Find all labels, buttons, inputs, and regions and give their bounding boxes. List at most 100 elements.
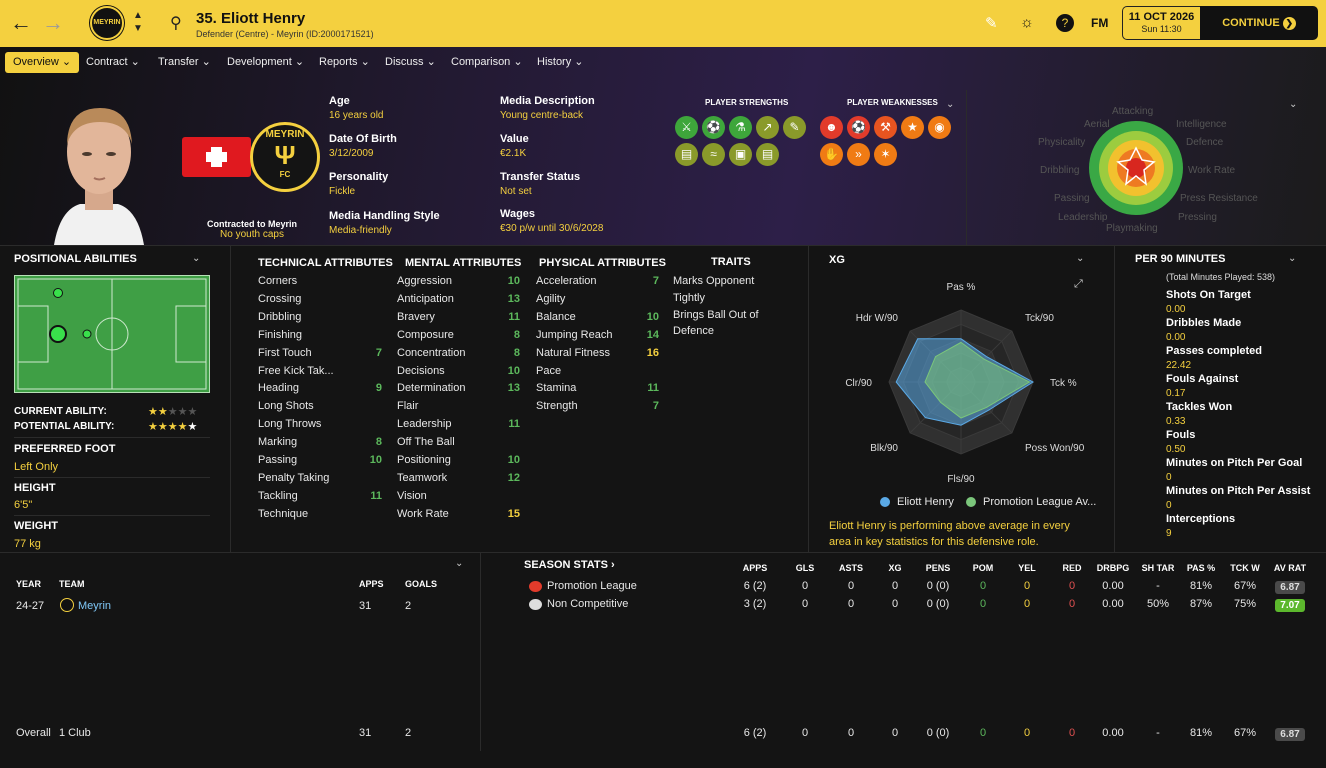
strength-icon[interactable]: ⚽ bbox=[702, 116, 725, 139]
weakness-icon[interactable]: ★ bbox=[901, 116, 924, 139]
legend-league-label[interactable]: Promotion League Av... bbox=[983, 496, 1097, 508]
attr-value: 13 bbox=[507, 292, 520, 305]
tab-development[interactable]: Development ⌄ bbox=[227, 56, 305, 68]
strength-icon[interactable]: ▣ bbox=[729, 143, 752, 166]
wheel-label: Work Rate bbox=[1188, 165, 1235, 176]
tab-contract[interactable]: Contract ⌄ bbox=[86, 56, 140, 68]
season-competition: Promotion League bbox=[547, 580, 637, 592]
chevron-down-icon[interactable]: ⌄ bbox=[455, 558, 464, 569]
forward-arrow-icon[interactable]: → bbox=[42, 10, 64, 35]
strength-icon[interactable]: ▤ bbox=[675, 143, 698, 166]
season-col-header: ASTS bbox=[838, 563, 863, 573]
chevron-down-icon[interactable]: ⌄ bbox=[1288, 253, 1297, 264]
strength-icon[interactable]: ⚔ bbox=[675, 116, 698, 139]
date-display[interactable]: 11 OCT 2026 Sun 11:30 bbox=[1122, 6, 1200, 40]
weakness-icon[interactable]: ⚒ bbox=[874, 116, 897, 139]
chevron-down-icon[interactable]: ⌄ bbox=[1289, 99, 1298, 110]
divider bbox=[1114, 246, 1115, 552]
season-col-header: APPS bbox=[742, 563, 768, 573]
pitch-lines bbox=[17, 278, 207, 390]
radar-axis-label: Pas % bbox=[947, 282, 976, 293]
expand-icon[interactable]: ⤢ bbox=[1074, 278, 1083, 290]
attr-value: 15 bbox=[507, 507, 520, 520]
back-arrow-icon[interactable]: ← bbox=[10, 10, 32, 35]
personality-label: Personality bbox=[329, 171, 389, 183]
weakness-icon[interactable]: ◉ bbox=[928, 116, 951, 139]
career-team-link[interactable]: Meyrin bbox=[78, 600, 112, 612]
help-icon[interactable]: ? bbox=[1056, 14, 1074, 32]
per90-stat-label: Minutes on Pitch Per Assist bbox=[1166, 485, 1311, 497]
season-competition: Non Competitive bbox=[547, 598, 629, 610]
weakness-icon[interactable]: ☻ bbox=[820, 116, 843, 139]
fm-menu-icon[interactable]: FM bbox=[1091, 16, 1109, 30]
strength-icon[interactable]: ✎ bbox=[783, 116, 806, 139]
player-switch-icon[interactable]: ▲ ▼ bbox=[133, 10, 143, 34]
per90-title: PER 90 MINUTES bbox=[1135, 253, 1226, 265]
season-stat-cell: 0 bbox=[1068, 580, 1076, 592]
season-total-cell: 81% bbox=[1189, 727, 1213, 739]
radar-axis-label: Hdr W/90 bbox=[856, 313, 899, 324]
season-stat-cell: 87% bbox=[1189, 598, 1213, 610]
weakness-icon[interactable]: ✶ bbox=[874, 143, 897, 166]
per90-stat-label: Passes completed bbox=[1166, 345, 1262, 357]
tab-history[interactable]: History ⌄ bbox=[537, 56, 584, 68]
attribute-wheel: Attacking Intelligence Aerial Defence Ph… bbox=[1038, 106, 1258, 234]
per90-stat-label: Interceptions bbox=[1166, 513, 1236, 525]
media-desc-value: Young centre-back bbox=[500, 110, 584, 121]
wages-value: €30 p/w until 30/6/2028 bbox=[500, 223, 604, 234]
strength-icon[interactable]: ⚗ bbox=[729, 116, 752, 139]
search-icon[interactable]: ⚲ bbox=[170, 15, 182, 32]
continue-button[interactable]: CONTINUE ❯ bbox=[1200, 6, 1318, 40]
season-stat-cell: 0 bbox=[847, 580, 855, 592]
weakness-icon[interactable]: » bbox=[847, 143, 870, 166]
per90-stat-label: Fouls Against bbox=[1166, 373, 1239, 385]
wheel-label: Dribbling bbox=[1040, 165, 1079, 176]
wand-icon[interactable]: ✎ bbox=[985, 15, 998, 32]
attr-name: Long Shots bbox=[258, 400, 314, 413]
season-total-cell: 0 bbox=[1068, 727, 1076, 739]
season-stats-link[interactable]: SEASON STATS › bbox=[524, 559, 615, 571]
wheel-label: Pressing bbox=[1178, 212, 1217, 223]
globe-icon[interactable]: ☼ bbox=[1020, 14, 1034, 31]
nation-flag-icon[interactable] bbox=[182, 137, 251, 177]
tab-reports[interactable]: Reports ⌄ bbox=[319, 56, 370, 68]
trait-item: Brings Ball Out of bbox=[673, 309, 759, 321]
current-ability-label: CURRENT ABILITY: bbox=[14, 406, 107, 417]
weakness-icon[interactable]: ⚽ bbox=[847, 116, 870, 139]
divider bbox=[0, 245, 1326, 246]
youth-caps-value: No youth caps bbox=[220, 229, 284, 240]
dob-value: 3/12/2009 bbox=[329, 148, 374, 159]
divider bbox=[966, 90, 967, 245]
attr-name: Teamwork bbox=[397, 471, 448, 484]
season-stat-cell: - bbox=[1156, 580, 1160, 592]
potential-ability-stars: ★★★★★ bbox=[148, 421, 198, 433]
attr-name: Technique bbox=[258, 507, 309, 520]
attr-name: Vision bbox=[397, 489, 427, 502]
wheel-label: Attacking bbox=[1112, 106, 1153, 117]
season-stat-cell: 0.00 bbox=[1102, 598, 1124, 610]
chevron-down-icon[interactable]: ⌄ bbox=[1076, 253, 1085, 264]
chevron-down-icon[interactable]: ⌄ bbox=[946, 99, 955, 110]
attr-value: 11 bbox=[508, 418, 520, 431]
average-rating-badge: 6.87 bbox=[1275, 728, 1305, 741]
chevron-down-icon[interactable]: ⌄ bbox=[192, 253, 201, 264]
attr-value: 8 bbox=[513, 328, 520, 341]
club-badge-icon[interactable]: MEYRIN bbox=[90, 6, 124, 40]
wages-label: Wages bbox=[500, 208, 536, 220]
wheel-label: Press Resistance bbox=[1180, 193, 1258, 204]
club-badge-large-icon[interactable]: MEYRIN Ψ FC bbox=[250, 122, 320, 192]
strength-icon[interactable]: ▤ bbox=[756, 143, 779, 166]
strength-icon[interactable]: ≈ bbox=[702, 143, 725, 166]
legend-player-label[interactable]: Eliott Henry bbox=[897, 496, 954, 508]
traits-title: TRAITS bbox=[711, 256, 751, 268]
tab-transfer[interactable]: Transfer ⌄ bbox=[158, 56, 211, 68]
season-col-header: PENS bbox=[925, 563, 951, 573]
tab-comparison[interactable]: Comparison ⌄ bbox=[451, 56, 523, 68]
tab-discuss[interactable]: Discuss ⌄ bbox=[385, 56, 436, 68]
weakness-icon[interactable]: ✋ bbox=[820, 143, 843, 166]
season-stat-cell: 0 bbox=[979, 598, 987, 610]
per90-stat-label: Fouls bbox=[1166, 429, 1196, 441]
attr-name: Decisions bbox=[397, 364, 445, 377]
strength-icon[interactable]: ↗ bbox=[756, 116, 779, 139]
tab-overview[interactable]: Overview ⌄ bbox=[5, 52, 80, 73]
